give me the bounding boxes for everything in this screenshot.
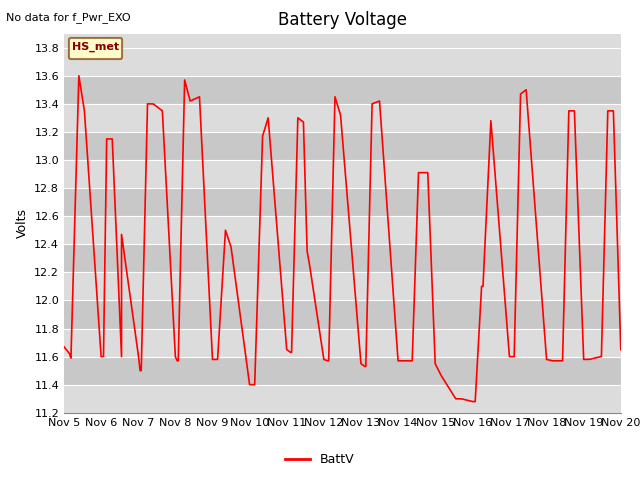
- Title: Battery Voltage: Battery Voltage: [278, 11, 407, 29]
- Y-axis label: Volts: Volts: [16, 208, 29, 238]
- Bar: [64, 216, 621, 244]
- Text: No data for f_Pwr_EXO: No data for f_Pwr_EXO: [6, 12, 131, 23]
- Bar: [64, 384, 621, 413]
- Bar: [64, 160, 621, 188]
- Legend: : [69, 38, 122, 60]
- Bar: [64, 328, 621, 357]
- Bar: [64, 104, 621, 132]
- Bar: [64, 132, 621, 160]
- Legend: BattV: BattV: [280, 448, 360, 471]
- Bar: [64, 300, 621, 328]
- Bar: [64, 272, 621, 300]
- Bar: [64, 244, 621, 272]
- Bar: [64, 188, 621, 216]
- Bar: [64, 357, 621, 384]
- Bar: [64, 76, 621, 104]
- Bar: [64, 48, 621, 76]
